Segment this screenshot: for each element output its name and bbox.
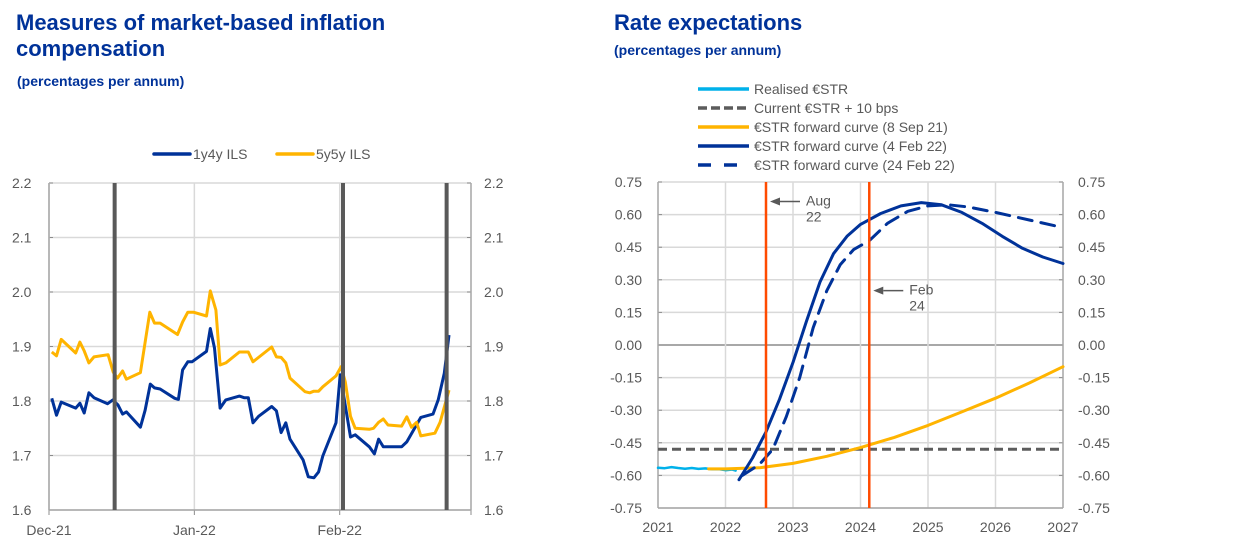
legend-forward-24feb22-label: €STR forward curve (24 Feb 22)	[754, 157, 955, 173]
y-tick-label-left: -0.75	[610, 500, 642, 516]
annotation-label: Feb	[909, 282, 933, 298]
y-tick-label-left: 1.7	[12, 448, 32, 464]
y-tick-label-right: 0.60	[1078, 207, 1105, 223]
right-chart: -0.75 -0.75 -0.60 -0.60 -0.45 -0.45 -0.30 -0.30…	[610, 81, 1110, 535]
y-tick-label-left: -0.15	[610, 370, 642, 386]
annotation-label: Aug	[806, 193, 831, 209]
forward-curve-24feb22-line	[740, 203, 1065, 477]
y-tick-label-left: 2.0	[12, 284, 32, 300]
y-tick-label-left: 0.45	[615, 239, 642, 255]
left-chart-subtitle: (percentages per annum)	[17, 73, 185, 89]
left-chart-title: Measures of market-based inflation compe…	[16, 10, 386, 61]
annotation-arrow-icon	[873, 286, 884, 295]
x-tick-label: Dec-21	[26, 522, 71, 538]
x-tick-label: 2025	[912, 519, 943, 535]
legend-realised-estr-label: Realised €STR	[754, 81, 848, 97]
y-tick-label-left: 1.8	[12, 393, 32, 409]
y-tick-label-right: -0.75	[1078, 500, 1110, 516]
y-tick-label-right: -0.60	[1078, 467, 1110, 483]
y-tick-label-left: 0.30	[615, 272, 642, 288]
y-tick-label-right: 2.1	[484, 230, 504, 246]
annotation-arrow-icon	[770, 197, 780, 206]
right-chart-subtitle: (percentages per annum)	[614, 42, 782, 58]
y-tick-label-left: 2.1	[12, 230, 32, 246]
y-tick-label-right: 0.75	[1078, 174, 1105, 190]
annotation-label: 22	[806, 209, 822, 225]
y-tick-label-right: 1.9	[484, 339, 504, 355]
x-tick-label: 2021	[642, 519, 673, 535]
legend-forward-8sep21-label: €STR forward curve (8 Sep 21)	[754, 119, 948, 135]
x-tick-label: 2022	[710, 519, 741, 535]
left-chart: 1.6 1.6 1.7 1.7 1.8 1.8 1.9 1.9 2.0 2.0 2.1 2.1 2.2 2…	[12, 146, 504, 538]
forward-curve-4feb22-line	[737, 201, 1065, 482]
x-tick-label: 2027	[1047, 519, 1078, 535]
y-tick-label-left: 0.75	[615, 174, 642, 190]
y-tick-label-left: 0.60	[615, 207, 642, 223]
y-tick-label-right: 0.45	[1078, 239, 1105, 255]
x-tick-label: 2026	[980, 519, 1011, 535]
y-tick-label-left: -0.30	[610, 402, 642, 418]
y-tick-label-right: 0.30	[1078, 272, 1105, 288]
x-tick-label: Jan-22	[173, 522, 216, 538]
y-tick-label-right: 1.8	[484, 393, 504, 409]
legend-label-1y4y: 1y4y ILS	[193, 146, 247, 162]
y-tick-label-right: -0.15	[1078, 370, 1110, 386]
right-chart-title: Rate expectations	[614, 10, 803, 35]
x-tick-label: 2023	[777, 519, 808, 535]
forward-curve-8sep21-line	[707, 365, 1065, 471]
y-tick-label-right: 0.15	[1078, 304, 1105, 320]
legend-current-estr-label: Current €STR + 10 bps	[754, 100, 898, 116]
legend-right: Realised €STR Current €STR + 10 bps €STR f…	[698, 81, 955, 173]
legend-left: 1y4y ILS 5y5y ILS	[152, 146, 370, 162]
y-tick-label-left: 2.2	[12, 175, 32, 191]
legend-label-5y5y: 5y5y ILS	[316, 146, 370, 162]
annotation-label: 24	[909, 298, 925, 314]
y-tick-label-left: 0.00	[615, 337, 642, 353]
y-tick-label-right: -0.45	[1078, 435, 1110, 451]
y-tick-label-left: 1.6	[12, 502, 32, 518]
y-tick-label-left: -0.45	[610, 435, 642, 451]
y-tick-label-right: -0.30	[1078, 402, 1110, 418]
y-tick-label-right: 2.0	[484, 284, 504, 300]
y-tick-label-left: 1.9	[12, 339, 32, 355]
y-tick-label-right: 2.2	[484, 175, 504, 191]
x-tick-label: 2024	[845, 519, 876, 535]
legend-forward-4feb22-label: €STR forward curve (4 Feb 22)	[754, 138, 947, 154]
x-tick-label: Feb-22	[318, 522, 363, 538]
y-tick-label-left: 0.15	[615, 304, 642, 320]
y-tick-label-right: 1.6	[484, 502, 504, 518]
y-tick-label-right: 0.00	[1078, 337, 1105, 353]
y-tick-label-left: -0.60	[610, 467, 642, 483]
y-tick-label-right: 1.7	[484, 448, 504, 464]
